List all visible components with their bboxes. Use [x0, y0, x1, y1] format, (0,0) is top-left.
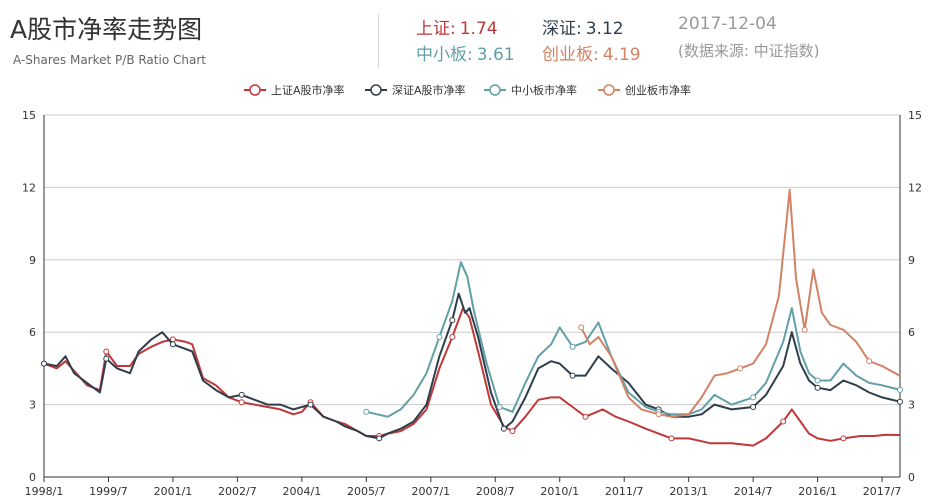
legend-item-3[interactable]: 创业板市净率	[598, 83, 691, 97]
series-point-0	[840, 435, 847, 442]
y-tick-label-right: 9	[908, 254, 915, 267]
stat-shenzhen-label: 深证:	[542, 19, 582, 39]
x-tick-label: 2004/1	[283, 485, 322, 498]
y-tick-label-left: 9	[29, 254, 36, 267]
y-tick-label-left: 15	[22, 109, 36, 122]
series-point-0	[509, 428, 516, 435]
legend-swatch-marker	[603, 84, 615, 96]
stat-sme: 中小板: 3.61	[416, 40, 515, 65]
series-point-3	[801, 326, 808, 333]
data-date: 2017-12-04	[678, 14, 777, 34]
series-point-3	[655, 411, 662, 418]
page-title: A股市净率走势图	[10, 15, 203, 44]
stat-shenzhen: 深证: 3.12	[542, 14, 624, 39]
series-point-2	[569, 343, 576, 350]
legend-label: 中小板市净率	[511, 83, 577, 97]
series-point-2	[436, 334, 443, 340]
stat-sme-value: 3.61	[476, 45, 515, 65]
legend-item-1[interactable]: 深证A股市净率	[365, 83, 466, 97]
x-tick-label: 2013/1	[669, 485, 708, 498]
series-point-1	[814, 384, 821, 391]
legend-label: 创业板市净率	[625, 83, 691, 97]
chart-axes: 0 0 3 3 6 6 9 9 12 12 15 15 1998/1 1999/7 2001/1 2002/7…	[22, 109, 922, 498]
series-point-0	[668, 435, 675, 442]
series-point-3	[737, 365, 744, 372]
stat-shanghai: 上证: 1.74	[416, 14, 498, 39]
y-tick-label-left: 12	[22, 181, 36, 194]
y-tick-label-left: 3	[29, 399, 36, 412]
series-line-1	[43, 292, 901, 440]
legend-swatch-marker	[370, 84, 382, 96]
series-point-3	[866, 358, 873, 365]
legend-swatch-marker	[249, 84, 261, 96]
series-point-1	[103, 355, 110, 362]
chart-series	[41, 188, 903, 447]
y-tick-label-right: 15	[908, 109, 922, 122]
x-tick-label: 2014/7	[734, 485, 773, 498]
header-divider	[378, 14, 379, 68]
series-point-1	[569, 372, 576, 379]
chart-legend[interactable]: 上证A股市净率 深证A股市净率 中小板市净率 创业板市净率	[244, 83, 691, 97]
stat-sme-label: 中小板:	[416, 45, 473, 65]
series-point-1	[897, 398, 903, 405]
x-tick-label: 2008/7	[476, 485, 515, 498]
y-tick-label-left: 0	[29, 471, 36, 484]
series-point-1	[449, 317, 456, 324]
data-source: (数据来源: 中证指数)	[678, 42, 820, 60]
series-point-1	[376, 435, 383, 442]
x-tick-label: 1999/7	[89, 485, 128, 498]
x-tick-label: 2001/1	[154, 485, 193, 498]
stat-shenzhen-value: 3.12	[585, 19, 624, 39]
y-tick-label-right: 3	[908, 399, 915, 412]
y-tick-label-right: 12	[908, 181, 922, 194]
y-tick-label-right: 6	[908, 326, 915, 339]
series-point-1	[750, 404, 757, 410]
series-point-1	[41, 360, 47, 367]
series-point-1	[169, 341, 176, 348]
y-tick-label-left: 6	[29, 326, 36, 339]
legend-swatch-marker	[489, 84, 501, 96]
stat-chinext-label: 创业板:	[542, 45, 599, 65]
series-point-2	[897, 386, 903, 393]
series-point-0	[449, 334, 456, 340]
series-point-2	[750, 394, 757, 401]
x-tick-label: 2016/1	[798, 485, 837, 498]
series-point-0	[780, 418, 787, 425]
series-point-0	[103, 348, 110, 355]
series-point-1	[238, 391, 245, 398]
series-line-0	[43, 307, 901, 447]
legend-item-0[interactable]: 上证A股市净率	[244, 83, 345, 97]
series-point-1	[500, 425, 507, 432]
series-point-0	[238, 399, 245, 406]
series-point-2	[814, 377, 821, 384]
legend-item-2[interactable]: 中小板市净率	[484, 83, 577, 97]
x-tick-label: 2010/1	[540, 485, 579, 498]
page-subtitle: A-Shares Market P/B Ratio Chart	[13, 53, 206, 67]
legend-label: 深证A股市净率	[392, 83, 466, 97]
x-tick-label: 2011/7	[605, 485, 644, 498]
legend-label: 上证A股市净率	[271, 83, 345, 97]
stat-shanghai-label: 上证:	[416, 19, 456, 39]
x-tick-label: 1998/1	[25, 485, 64, 498]
series-point-0	[582, 413, 589, 420]
series-point-2	[363, 408, 370, 415]
x-tick-label: 2002/7	[218, 485, 257, 498]
series-point-1	[307, 401, 314, 408]
series-point-3	[578, 324, 585, 331]
x-tick-label: 2005/7	[347, 485, 386, 498]
stat-chinext: 创业板: 4.19	[542, 40, 641, 65]
series-point-2	[496, 404, 503, 410]
series-line-3	[580, 188, 901, 418]
x-tick-label: 2017/7	[863, 485, 902, 498]
stat-chinext-value: 4.19	[602, 45, 641, 65]
y-tick-label-right: 0	[908, 471, 915, 484]
x-tick-label: 2007/1	[411, 485, 450, 498]
stat-shanghai-value: 1.74	[459, 19, 498, 39]
